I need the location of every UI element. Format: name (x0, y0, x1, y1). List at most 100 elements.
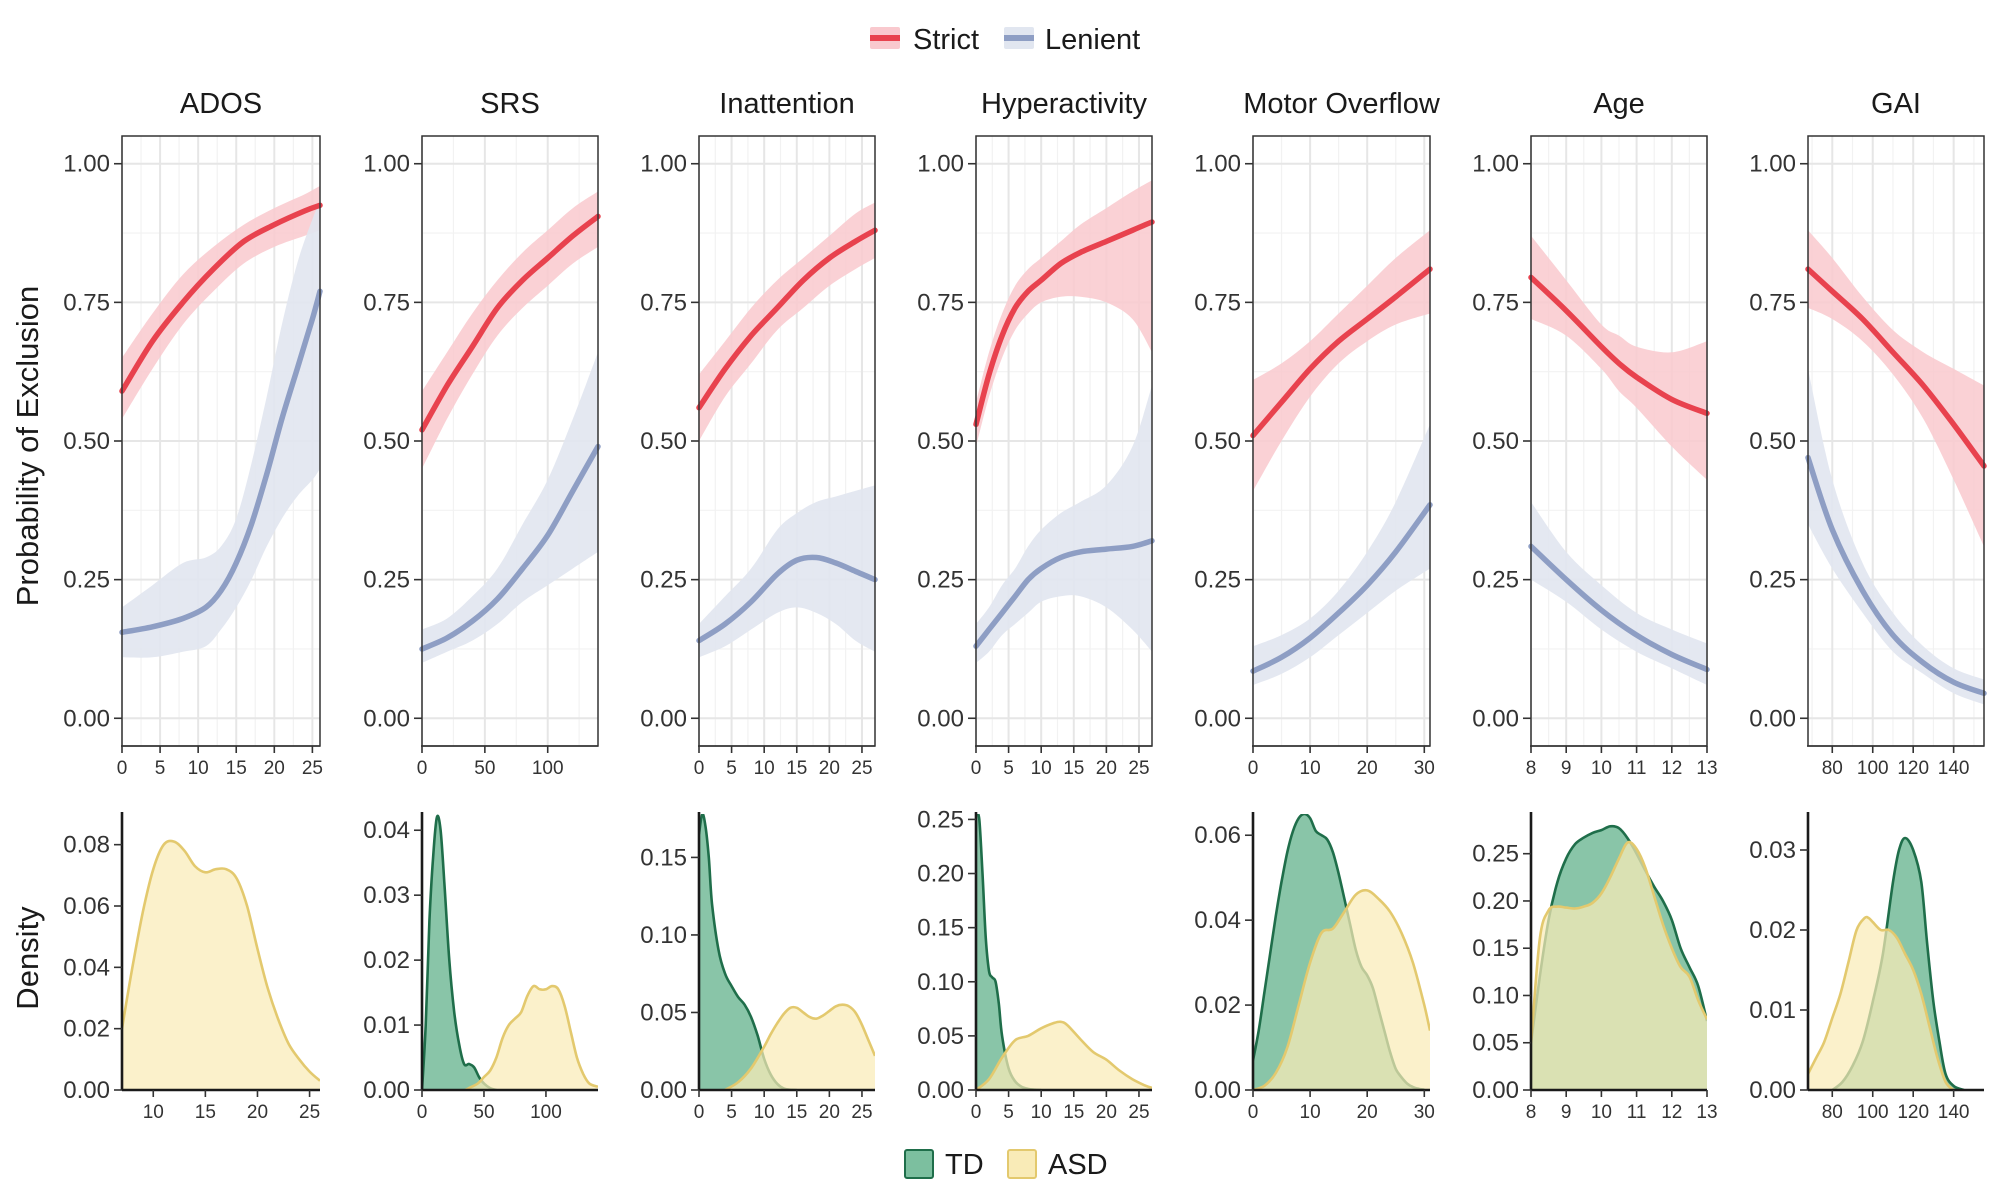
y-tick-label: 0.00 (640, 1077, 687, 1104)
x-tick-label: 80 (1822, 1102, 1843, 1123)
y-tick-label: 0.02 (363, 947, 410, 974)
density-plot-area (699, 814, 875, 1090)
x-tick-label: 9 (1561, 758, 1572, 779)
facet-title-hyperactivity: Hyperactivity (981, 88, 1147, 120)
x-tick-label: 0 (971, 758, 982, 779)
density-fill-td (422, 815, 497, 1090)
facet-title-age: Age (1593, 88, 1645, 120)
y-tick-label: 0.25 (1472, 841, 1519, 868)
y-tick-label: 0.05 (917, 1023, 964, 1050)
y-tick-label: 0.20 (1472, 888, 1519, 915)
y-tick-label: 0.00 (363, 1077, 410, 1104)
y-tick-label: 0.25 (363, 567, 410, 594)
y-tick-label: 0.25 (640, 567, 687, 594)
density-curve-asd (464, 984, 598, 1090)
legend-swatch-td (904, 1149, 934, 1179)
y-tick-label: 0.15 (1472, 935, 1519, 962)
ci-band-lenient (699, 485, 875, 658)
y-tick-label: 0.02 (1194, 992, 1241, 1019)
x-tick-label: 20 (247, 1102, 268, 1123)
legend-label-asd: ASD (1048, 1149, 1108, 1181)
x-tick-label: 30 (1414, 1102, 1435, 1123)
x-tick-label: 0 (971, 1102, 982, 1123)
y-tick-label: 0.00 (63, 705, 110, 732)
y-tick-label: 0.50 (917, 428, 964, 455)
density-fill-asd (1808, 916, 1954, 1090)
y-tick-label: 0.50 (640, 428, 687, 455)
y-tick-label: 1.00 (1472, 151, 1519, 178)
density-curve-asd (122, 839, 320, 1082)
y-tick-label: 0.01 (1749, 997, 1796, 1024)
y-tick-label: 0.00 (1749, 705, 1796, 732)
ci-band-strict (1253, 230, 1430, 491)
panel-density-gai: 0.00 0.01 0.02 0.03 80 100 120 140 (1749, 812, 1984, 1123)
y-tick-label: 0.25 (917, 567, 964, 594)
panel-density-srs: 0.00 0.01 0.02 0.03 0.04 0 50 100 (363, 812, 598, 1123)
y-tick-label: 0.00 (917, 1077, 964, 1104)
panel-probability-ados: ADOS 0.00 0.25 0.50 0.75 1.00 0 5 10 15 20 25 (63, 88, 323, 779)
y-tick-label: 0.50 (63, 428, 110, 455)
x-tick-label: 80 (1822, 758, 1843, 779)
x-tick-label: 10 (1591, 758, 1612, 779)
x-tick-label: 25 (302, 758, 323, 779)
x-tick-label: 25 (1128, 758, 1149, 779)
x-tick-label: 25 (299, 1102, 320, 1123)
y-tick-label: 0.02 (63, 1016, 110, 1043)
x-tick-label: 10 (754, 1102, 775, 1123)
y-tick-label: 0.25 (1194, 567, 1241, 594)
x-tick-label: 13 (1696, 1102, 1717, 1123)
x-tick-label: 5 (726, 758, 737, 779)
x-tick-label: 0 (117, 758, 128, 779)
y-tick-label: 0.05 (640, 999, 687, 1026)
y-tick-label: 0.10 (640, 922, 687, 949)
x-tick-label: 0 (1248, 1102, 1259, 1123)
x-tick-label: 20 (264, 758, 285, 779)
x-tick-label: 20 (819, 1102, 840, 1123)
ci-band-strict (122, 185, 320, 419)
legend-top: Strict Lenient (870, 24, 1140, 56)
y-tick-label: 0.00 (363, 705, 410, 732)
x-tick-label: 100 (1857, 1102, 1889, 1123)
x-tick-label: 20 (1096, 758, 1117, 779)
series-line-lenient (1805, 454, 1987, 697)
y-tick-label: 0.75 (63, 289, 110, 316)
facet-title-ados: ADOS (180, 88, 262, 120)
x-tick-label: 0 (694, 758, 705, 779)
x-tick-label: 10 (1031, 1102, 1052, 1123)
x-tick-label: 20 (1096, 1102, 1117, 1123)
series-line-strict (419, 213, 601, 433)
top-y-axis-title: Probability of Exclusion (10, 286, 45, 607)
y-tick-label: 0.06 (63, 893, 110, 920)
ci-band-strict (1531, 235, 1707, 480)
panel-probability-hyperactivity: Hyperactivity 0.00 0.25 0.50 0.75 1.00 0 5 10 15 2… (917, 88, 1155, 779)
y-tick-label: 0.10 (1472, 982, 1519, 1009)
panel-probability-age: Age 0.00 0.25 0.50 0.75 1.00 8 9 10 11 12 13 (1472, 88, 1717, 779)
x-tick-label: 10 (1591, 1102, 1612, 1123)
ci-band-strict (976, 180, 1152, 447)
x-tick-label: 0 (1248, 758, 1259, 779)
density-curve-td (422, 814, 497, 1090)
legend-swatch-asd (1007, 1149, 1037, 1179)
x-tick-label: 10 (188, 758, 209, 779)
y-tick-label: 0.25 (63, 567, 110, 594)
y-tick-label: 0.20 (917, 861, 964, 888)
panel-density-ados: 0.00 0.02 0.04 0.06 0.08 10 15 20 25 (63, 812, 320, 1123)
x-tick-label: 0 (417, 1102, 428, 1123)
density-plot-area (1531, 824, 1707, 1090)
ci-band-lenient (1531, 502, 1707, 685)
x-tick-label: 20 (819, 758, 840, 779)
legend-label-strict: Strict (913, 24, 979, 56)
x-tick-label: 25 (851, 758, 872, 779)
facet-title-srs: SRS (480, 88, 540, 120)
series-line-strict (119, 202, 323, 394)
y-tick-label: 1.00 (917, 151, 964, 178)
x-tick-label: 0 (694, 1102, 705, 1123)
y-tick-label: 0.50 (1194, 428, 1241, 455)
density-plot-area (422, 814, 598, 1090)
y-tick-label: 0.75 (1194, 289, 1241, 316)
x-tick-label: 5 (1003, 758, 1014, 779)
series-line-lenient (696, 554, 878, 644)
x-tick-label: 120 (1897, 758, 1929, 779)
legend-label-td: TD (945, 1149, 984, 1181)
